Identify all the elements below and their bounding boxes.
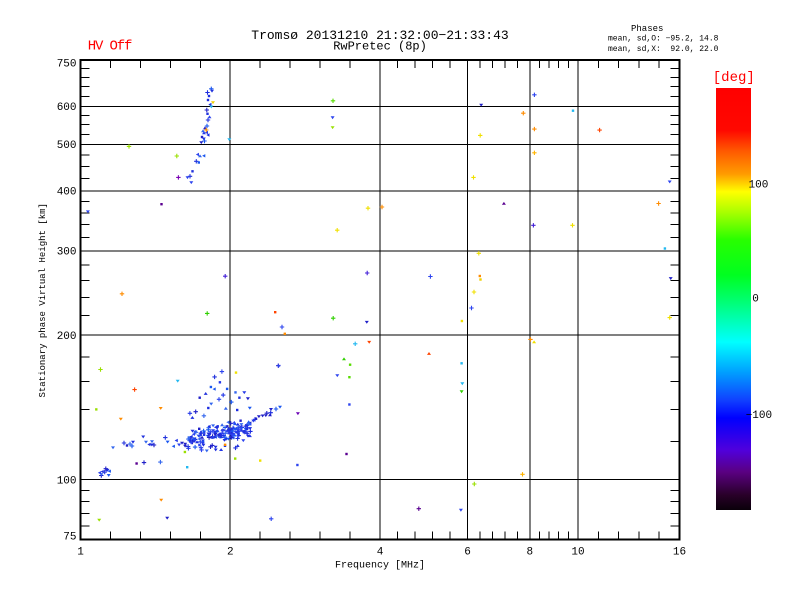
svg-text:1: 1 (77, 547, 84, 559)
svg-text:300: 300 (57, 247, 77, 259)
svg-text:6: 6 (464, 547, 471, 559)
svg-text:mean, sd,O: −95.2, 14.8: mean, sd,O: −95.2, 14.8 (608, 35, 719, 44)
svg-text:100: 100 (749, 179, 769, 191)
svg-text:Frequency [MHz]: Frequency [MHz] (335, 560, 425, 572)
svg-text:8: 8 (526, 547, 533, 559)
svg-text:750: 750 (57, 59, 77, 71)
svg-text:0: 0 (752, 294, 759, 306)
svg-text:100: 100 (57, 475, 77, 487)
svg-text:75: 75 (63, 532, 76, 544)
svg-text:[deg]: [deg] (713, 70, 755, 86)
svg-text:600: 600 (57, 102, 77, 114)
svg-text:Tromsø 20131210 21:32:00−21:33: Tromsø 20131210 21:32:00−21:33:43 (251, 28, 508, 43)
svg-text:16: 16 (673, 547, 686, 559)
svg-text:mean, sd,X: 92.0, 22.0: mean, sd,X: 92.0, 22.0 (608, 45, 719, 54)
svg-text:200: 200 (57, 331, 77, 343)
svg-text:10: 10 (571, 547, 584, 559)
svg-text:500: 500 (57, 140, 77, 152)
svg-text:HV Off: HV Off (88, 39, 132, 55)
svg-text:4: 4 (377, 547, 384, 559)
svg-text:−100: −100 (746, 410, 772, 422)
svg-text:2: 2 (227, 547, 234, 559)
svg-text:400: 400 (57, 187, 77, 199)
svg-text:RwPretec (8p): RwPretec (8p) (333, 40, 427, 54)
svg-text:Phases: Phases (631, 24, 663, 34)
svg-text:Stationary phase Virtual Heigh: Stationary phase Virtual Height [km] (38, 203, 48, 397)
